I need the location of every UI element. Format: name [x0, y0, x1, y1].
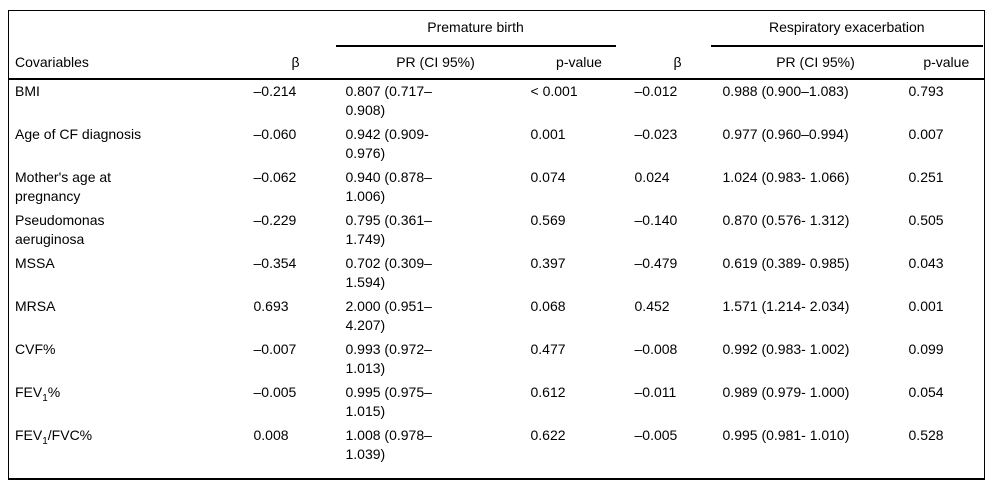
cell-premature-pvalue: 0.569: [530, 212, 566, 228]
cell-covariable: MRSA: [15, 298, 56, 314]
col-header-pr-ci-premature: PR (CI 95%): [345, 47, 526, 80]
cell-respiratory-pvalue: 0.251: [908, 169, 944, 185]
cell-respiratory-pr-ci: 0.992 (0.983- 1.002): [722, 341, 850, 357]
cell-premature-beta: –0.005: [253, 384, 297, 400]
cell-respiratory-beta: –0.008: [634, 341, 678, 357]
cell-premature-pvalue: 0.074: [530, 169, 566, 185]
cell-premature-beta: 0.693: [253, 298, 289, 314]
col-header-pvalue-respiratory: p-value: [908, 47, 985, 80]
spanner-premature-birth: Premature birth: [335, 11, 633, 47]
spanner-blank-middle: [633, 11, 723, 48]
cell-respiratory-beta: 0.452: [634, 298, 670, 314]
table-row: Pseudomonas aeruginosa –0.229 0.795 (0.361…: [9, 209, 985, 252]
cell-respiratory-beta: –0.005: [634, 427, 678, 443]
cell-premature-pr-ci: 1.008 (0.978– 1.039): [345, 427, 432, 462]
cell-premature-pvalue: 0.068: [530, 298, 566, 314]
cell-premature-pr-ci: 0.807 (0.717– 0.908): [345, 83, 432, 118]
cell-premature-pr-ci: 2.000 (0.951– 4.207): [345, 298, 432, 333]
cell-premature-beta: –0.060: [253, 126, 297, 142]
table-body: BMI –0.214 0.807 (0.717– 0.908) < 0.001 –0.0…: [9, 79, 985, 479]
cell-respiratory-beta: –0.140: [634, 212, 678, 228]
cell-premature-pvalue: 0.397: [530, 255, 566, 271]
cell-respiratory-beta: 0.024: [634, 169, 670, 185]
table-row: MSSA –0.354 0.702 (0.309– 1.594) 0.397 –0.47…: [9, 252, 985, 295]
table-row: BMI –0.214 0.807 (0.717– 0.908) < 0.001 –0.0…: [9, 79, 985, 123]
spanner-premature-birth-label: Premature birth: [335, 11, 616, 47]
table-header: Premature birth Respiratory exacerbation…: [8, 11, 985, 80]
cell-covariable: MSSA: [15, 255, 55, 271]
cell-premature-beta: –0.354: [253, 255, 297, 271]
cell-respiratory-beta: –0.479: [634, 255, 678, 271]
cell-premature-pvalue: < 0.001: [530, 83, 578, 99]
cell-covariable: Pseudomonas aeruginosa: [15, 212, 105, 247]
spanner-row: Premature birth Respiratory exacerbation: [9, 11, 985, 48]
spanner-respiratory-exacerbation-label: Respiratory exacerbation: [710, 11, 984, 47]
cell-respiratory-beta: –0.023: [634, 126, 678, 142]
cell-respiratory-pvalue: 0.007: [908, 126, 944, 142]
cell-premature-beta: –0.229: [253, 212, 297, 228]
cell-covariable: FEV1/FVC%: [15, 427, 93, 447]
cell-respiratory-pvalue: 0.099: [908, 341, 944, 357]
cell-premature-pr-ci: 0.942 (0.909- 0.976): [345, 126, 429, 161]
spanner-blank-left: [9, 11, 346, 48]
table-row: FEV1/FVC% 0.008 1.008 (0.978– 1.039) 0.622 –…: [9, 424, 985, 479]
table-row: CVF% –0.007 0.993 (0.972– 1.013) 0.477 –0.00…: [9, 338, 985, 381]
table-row: FEV1% –0.005 0.995 (0.975– 1.015) 0.612 –0.0…: [9, 381, 985, 424]
spanner-respiratory-exacerbation: Respiratory exacerbation: [710, 11, 985, 47]
table-row: Age of CF diagnosis –0.060 0.942 (0.909- 0…: [9, 123, 985, 166]
cell-premature-beta: –0.214: [253, 83, 297, 99]
cell-premature-pr-ci: 0.993 (0.972– 1.013): [345, 341, 432, 376]
col-header-covariables: Covariables: [8, 47, 246, 80]
cell-premature-beta: 0.008: [253, 427, 289, 443]
cell-respiratory-pr-ci: 0.977 (0.960–0.994): [722, 126, 849, 142]
column-header-row: Covariables β PR (CI 95%) p-value β PR (…: [8, 47, 985, 80]
cell-premature-pr-ci: 0.995 (0.975– 1.015): [345, 384, 432, 419]
cell-covariable: BMI: [15, 83, 40, 99]
cell-covariable: Mother's age at pregnancy: [15, 169, 112, 204]
cell-respiratory-pvalue: 0.001: [908, 298, 944, 314]
cell-respiratory-pvalue: 0.505: [908, 212, 944, 228]
col-header-pr-ci-respiratory: PR (CI 95%): [722, 47, 909, 80]
cell-respiratory-pr-ci: 0.870 (0.576- 1.312): [722, 212, 850, 228]
cell-premature-pvalue: 0.612: [530, 384, 566, 400]
cell-premature-beta: –0.062: [253, 169, 297, 185]
cell-premature-pr-ci: 0.795 (0.361– 1.749): [345, 212, 432, 247]
cell-respiratory-beta: –0.011: [634, 384, 677, 400]
cell-respiratory-pvalue: 0.793: [908, 83, 944, 99]
cell-respiratory-pr-ci: 0.995 (0.981- 1.010): [722, 427, 850, 443]
cell-premature-pvalue: 0.622: [530, 427, 566, 443]
col-header-beta-respiratory: β: [632, 47, 723, 80]
table-row: MRSA 0.693 2.000 (0.951– 4.207) 0.068 0.452 1…: [9, 295, 985, 338]
cell-covariable: CVF%: [15, 341, 56, 357]
cell-respiratory-pvalue: 0.043: [908, 255, 944, 271]
cell-respiratory-pr-ci: 0.619 (0.389- 0.985): [722, 255, 850, 271]
cell-respiratory-pvalue: 0.528: [908, 427, 944, 443]
table-row: Mother's age at pregnancy –0.062 0.940 (0.…: [9, 166, 985, 209]
cell-premature-pr-ci: 0.940 (0.878– 1.006): [345, 169, 432, 204]
cell-respiratory-beta: –0.012: [634, 83, 678, 99]
cell-covariable: Age of CF diagnosis: [15, 126, 142, 142]
cell-premature-pvalue: 0.477: [530, 341, 566, 357]
cell-respiratory-pr-ci: 1.024 (0.983- 1.066): [722, 169, 850, 185]
cell-respiratory-pr-ci: 0.989 (0.979- 1.000): [722, 384, 850, 400]
col-header-beta-premature: β: [245, 47, 346, 80]
cell-respiratory-pvalue: 0.054: [908, 384, 944, 400]
cell-covariable: FEV1%: [15, 384, 61, 404]
cell-respiratory-pr-ci: 0.988 (0.900–1.083): [722, 83, 849, 99]
col-header-pvalue-premature: p-value: [525, 47, 633, 80]
regression-results-table: Premature birth Respiratory exacerbation…: [8, 10, 986, 480]
cell-premature-beta: –0.007: [253, 341, 297, 357]
cell-premature-pr-ci: 0.702 (0.309– 1.594): [345, 255, 432, 290]
cell-premature-pvalue: 0.001: [530, 126, 566, 142]
cell-respiratory-pr-ci: 1.571 (1.214- 2.034): [722, 298, 850, 314]
